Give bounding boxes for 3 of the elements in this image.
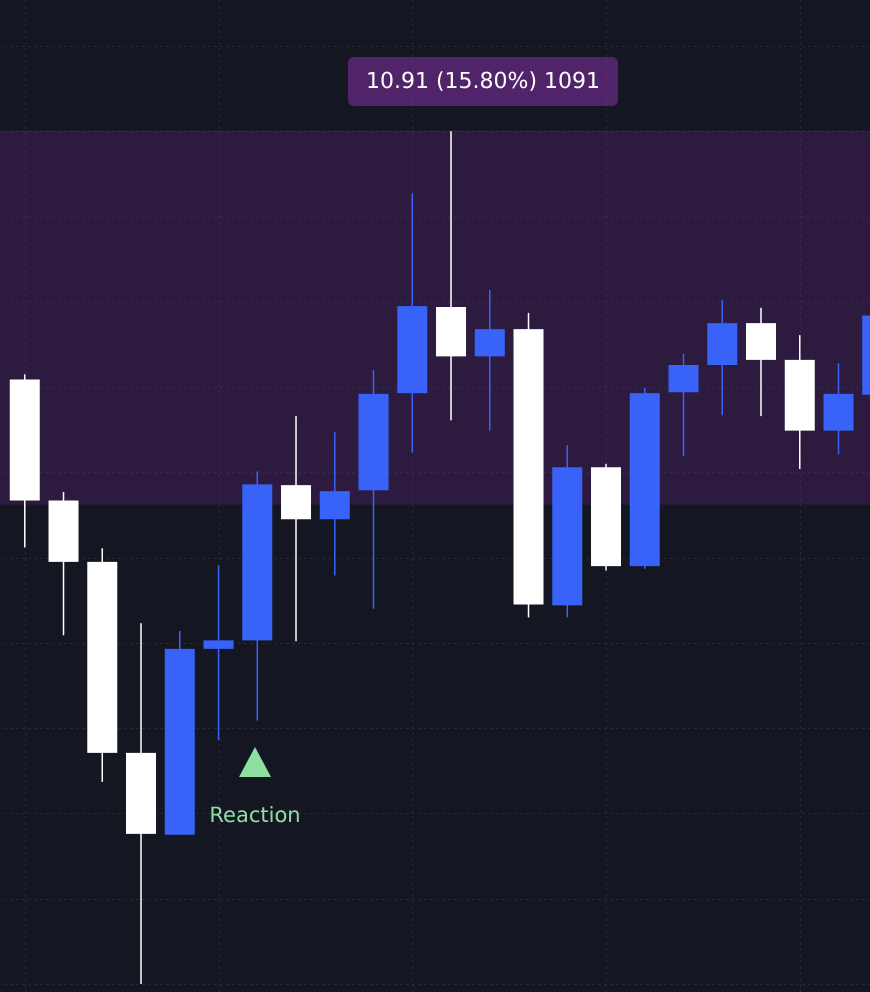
band-label: 10.91 (15.80%) 1091 [348, 57, 618, 106]
annotation: Reaction [208, 803, 302, 827]
candlestick [204, 564, 234, 741]
